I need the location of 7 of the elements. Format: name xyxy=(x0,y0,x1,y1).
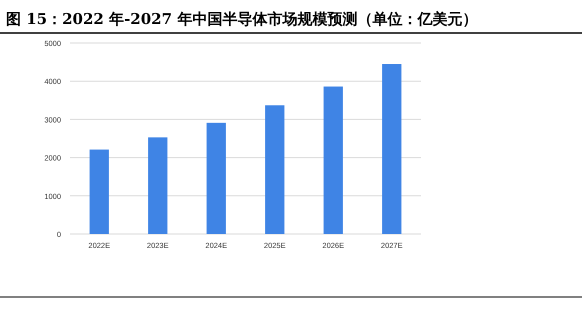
bar xyxy=(206,122,226,234)
bar xyxy=(265,105,284,234)
bar xyxy=(382,64,402,234)
bar xyxy=(90,150,109,234)
bar xyxy=(324,86,343,234)
chart-title: 图 15：2022 年-2027 年中国半导体市场规模预测（单位：亿美元） xyxy=(6,10,478,28)
bar xyxy=(148,137,168,234)
